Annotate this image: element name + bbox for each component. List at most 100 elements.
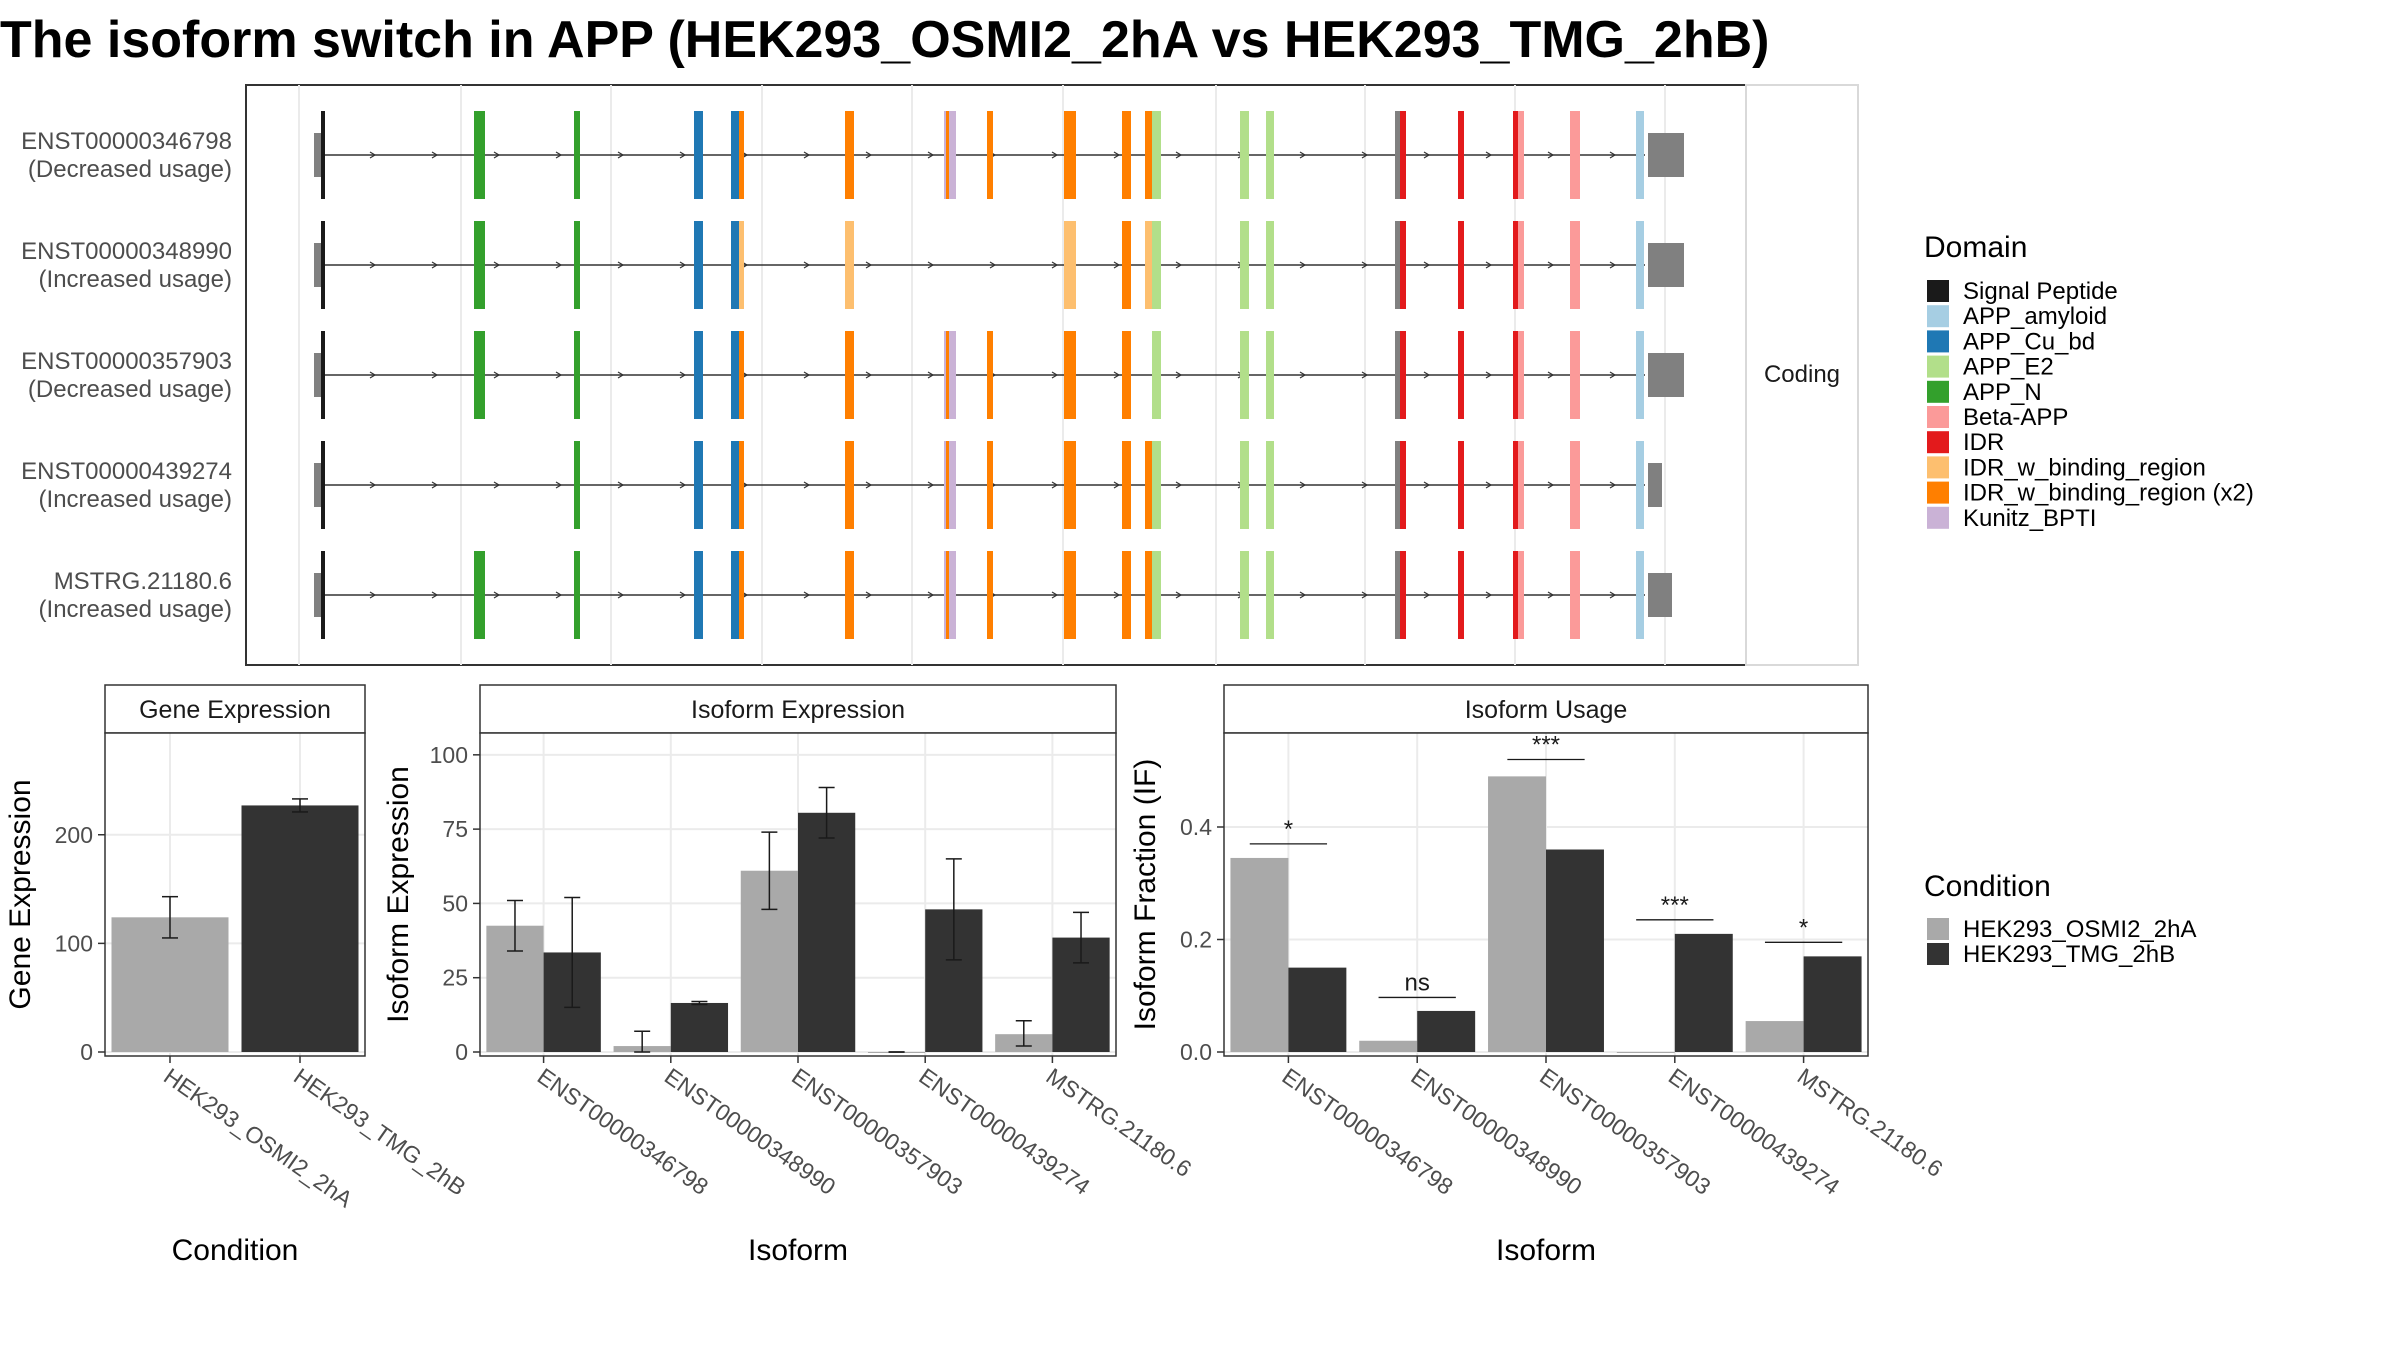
direction-arrow: [1609, 371, 1617, 379]
structure-rows: [314, 111, 1684, 639]
direction-arrow: [679, 261, 687, 269]
direction-arrow: [927, 591, 935, 599]
isoform-label: ENST00000348990: [21, 238, 232, 265]
direction-arrow: [1175, 481, 1183, 489]
direction-arrow: [1423, 591, 1431, 599]
exon-domain-block: [1064, 111, 1076, 199]
direction-arrow: [431, 591, 439, 599]
exon-domain-block: [1266, 331, 1274, 419]
exon-domain-block: [574, 551, 580, 639]
exon-domain-block: [574, 331, 580, 419]
facet-strip-label: Gene Expression: [139, 696, 331, 724]
facet-strip: [1223, 684, 1869, 734]
direction-arrow: [1299, 481, 1307, 489]
exon-domain-block: [1064, 221, 1076, 309]
exon-domain-block: [1064, 331, 1076, 419]
domain-legend-label: Signal Peptide: [1963, 278, 2118, 305]
exon-domain-block: [1266, 111, 1274, 199]
direction-arrow: [865, 371, 873, 379]
isoform-structure-row: [314, 551, 1672, 639]
exon-domain-block: [1152, 111, 1161, 199]
utr-5prime: [314, 463, 322, 507]
exon-domain-block: [1518, 551, 1524, 639]
isoform-label: ENST00000439274: [21, 458, 232, 485]
direction-arrow: [1423, 261, 1431, 269]
direction-arrow: [1051, 151, 1059, 159]
exon-domain-block: [731, 551, 739, 639]
exon-domain-block: [946, 441, 949, 529]
condition-legend-swatch: [1927, 918, 1949, 940]
bar: [1288, 967, 1347, 1052]
exon-domain-block: [946, 551, 949, 639]
exon-domain-block: [1570, 441, 1580, 529]
direction-arrow: [1423, 371, 1431, 379]
exon-domain-block: [944, 551, 956, 639]
y-axis-title: Isoform Fraction (IF): [1129, 759, 1162, 1031]
domain-legend-label: IDR_w_binding_region (x2): [1963, 480, 2254, 507]
isoform-usage-label: (Decreased usage): [28, 376, 232, 403]
bar: [1359, 1040, 1418, 1052]
exon-domain-block: [1458, 331, 1464, 419]
exon-domain-block: [474, 111, 485, 199]
direction-arrow: [431, 481, 439, 489]
structure-panel: ENST00000346798(Decreased usage)ENST0000…: [21, 84, 1859, 666]
domain-legend-swatch: [1927, 305, 1949, 328]
exon-domain-block: [1518, 111, 1524, 199]
condition-legend-label: HEK293_OSMI2_2hA: [1963, 916, 2196, 943]
direction-arrow: [989, 261, 997, 269]
exon-domain-block: [845, 331, 854, 419]
bar: [241, 805, 359, 1052]
exon-domain-block: [1240, 551, 1249, 639]
exon-domain-block: [1240, 331, 1249, 419]
exon-domain-block: [1458, 551, 1464, 639]
direction-arrow: [1361, 591, 1369, 599]
exon-domain-block: [694, 551, 703, 639]
direction-arrow: [1299, 591, 1307, 599]
direction-arrow: [617, 151, 625, 159]
exon-domain-block: [1400, 111, 1406, 199]
y-tick-label: 0.4: [1180, 814, 1212, 840]
exon-domain-block: [739, 221, 744, 309]
y-axis-title: Gene Expression: [4, 779, 37, 1009]
utr-5prime: [314, 573, 322, 617]
exon-domain-block: [1636, 221, 1644, 309]
exon-domain-block: [1145, 551, 1155, 639]
direction-arrow: [1423, 151, 1431, 159]
exon-domain-block: [1458, 441, 1464, 529]
exon-domain-block: [987, 111, 993, 199]
condition-legend-label: HEK293_TMG_2hB: [1963, 941, 2175, 968]
direction-arrow: [1299, 261, 1307, 269]
exon-domain-block: [845, 111, 854, 199]
facet-strip: [479, 684, 1117, 734]
y-tick-label: 200: [55, 822, 93, 848]
exon-domain-block: [474, 331, 485, 419]
facet-strip-label: Isoform Expression: [691, 696, 905, 724]
direction-arrow: [1361, 261, 1369, 269]
direction-arrow: [1113, 481, 1121, 489]
domain-legend-label: APP_E2: [1963, 354, 2054, 381]
exon-domain-block: [1518, 441, 1524, 529]
bar: [1417, 1010, 1476, 1052]
direction-arrow: [865, 151, 873, 159]
isoform-structure-row: [314, 331, 1684, 419]
direction-arrow: [1113, 591, 1121, 599]
direction-arrow: [617, 261, 625, 269]
direction-arrow: [431, 151, 439, 159]
exon-domain-block: [1400, 441, 1406, 529]
utr-3prime: [1648, 353, 1684, 397]
exon-domain-block: [1570, 111, 1580, 199]
direction-arrow: [369, 261, 377, 269]
exon-domain-block: [321, 441, 325, 529]
direction-arrow: [555, 151, 563, 159]
direction-arrow: [493, 151, 501, 159]
direction-arrow: [1051, 261, 1059, 269]
isoform-usage-label: (Increased usage): [39, 486, 232, 513]
exon-domain-block: [1266, 551, 1274, 639]
exon-domain-block: [845, 441, 854, 529]
exon-domain-block: [1152, 221, 1161, 309]
direction-arrow: [1485, 371, 1493, 379]
exon-domain-block: [1636, 331, 1644, 419]
domain-legend-label: APP_amyloid: [1963, 303, 2107, 330]
